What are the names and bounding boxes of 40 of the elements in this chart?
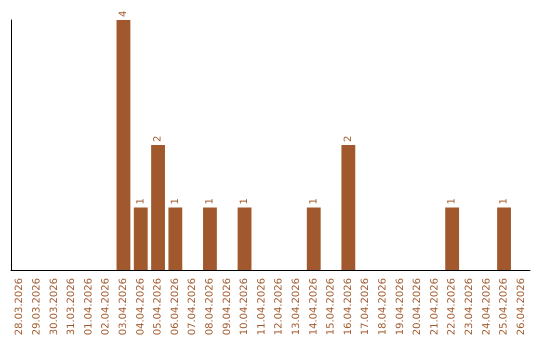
data-label: 1 [239, 198, 250, 204]
x-tick-label: 23.04.2026 [464, 278, 475, 336]
x-tick-label: 13.04.2026 [290, 278, 302, 336]
data-label: 1 [135, 198, 146, 204]
x-tick-label: 29.03.2026 [31, 278, 42, 336]
data-label: 1 [446, 198, 458, 204]
data-label: 1 [308, 198, 320, 204]
x-tick-label: 17.04.2026 [360, 278, 372, 336]
x-tick-label: 31.03.2026 [66, 278, 78, 336]
x-tick-label: 09.04.2026 [222, 278, 233, 336]
x-tick-label: 18.04.2026 [377, 278, 388, 336]
x-tick-label: 24.04.2026 [481, 278, 492, 336]
x-tick-label: 01.04.2026 [83, 278, 94, 336]
x-tick-label: 19.04.2026 [394, 278, 406, 336]
x-tick-label: 26.04.2026 [516, 278, 527, 336]
x-tick-label: 30.03.2026 [48, 278, 60, 336]
x-tick-label: 03.04.2026 [118, 278, 129, 336]
x-tick-label: 05.04.2026 [152, 278, 164, 336]
x-tick-label: 10.04.2026 [239, 278, 250, 336]
x-tick-label: 28.03.2026 [14, 278, 26, 336]
data-label: 2 [342, 136, 354, 142]
x-tick-label: 11.04.2026 [256, 278, 268, 336]
data-label: 2 [152, 136, 164, 142]
x-tick-label: 25.04.2026 [498, 278, 510, 336]
x-tick-label: 04.04.2026 [135, 278, 146, 336]
x-tick-label: 14.04.2026 [308, 278, 320, 336]
x-tick-label: 16.04.2026 [342, 278, 354, 336]
data-label: 1 [170, 198, 181, 204]
data-label: 1 [204, 198, 216, 204]
x-tick-label: 21.04.2026 [429, 278, 440, 336]
x-tick-label: 20.04.2026 [412, 278, 424, 336]
x-tick-label: 07.04.2026 [187, 278, 198, 336]
data-label: 4 [118, 10, 129, 17]
x-tick-label: 06.04.2026 [170, 278, 181, 336]
x-tick-label: 22.04.2026 [446, 278, 458, 336]
x-tick-label: 08.04.2026 [204, 278, 216, 336]
x-tick-label: 12.04.2026 [274, 278, 285, 336]
x-tick-label: 02.04.2026 [100, 278, 112, 336]
x-tick-label: 15.04.2026 [326, 278, 337, 336]
data-label: 1 [498, 198, 510, 204]
